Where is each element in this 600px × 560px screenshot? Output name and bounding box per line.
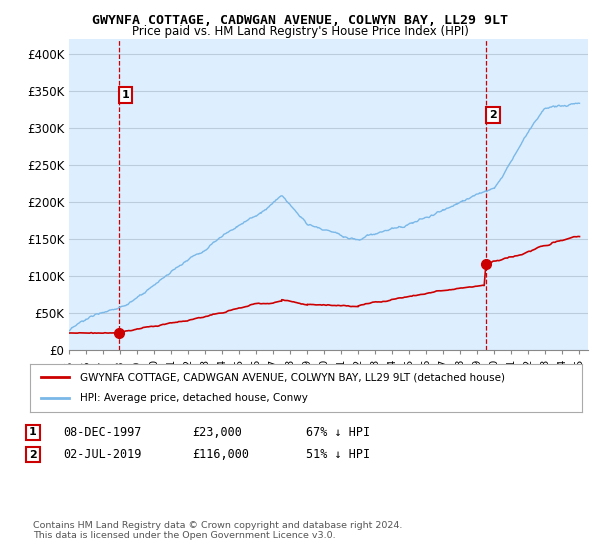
- Text: 2: 2: [29, 450, 37, 460]
- Text: Price paid vs. HM Land Registry's House Price Index (HPI): Price paid vs. HM Land Registry's House …: [131, 25, 469, 38]
- Text: GWYNFA COTTAGE, CADWGAN AVENUE, COLWYN BAY, LL29 9LT (detached house): GWYNFA COTTAGE, CADWGAN AVENUE, COLWYN B…: [80, 372, 505, 382]
- Text: 1: 1: [122, 90, 130, 100]
- Text: 67% ↓ HPI: 67% ↓ HPI: [306, 426, 370, 439]
- Text: 1: 1: [29, 427, 37, 437]
- Text: 2: 2: [489, 110, 497, 120]
- Text: £23,000: £23,000: [192, 426, 242, 439]
- Text: Contains HM Land Registry data © Crown copyright and database right 2024.
This d: Contains HM Land Registry data © Crown c…: [33, 521, 403, 540]
- Text: 02-JUL-2019: 02-JUL-2019: [63, 448, 142, 461]
- Text: HPI: Average price, detached house, Conwy: HPI: Average price, detached house, Conw…: [80, 393, 308, 403]
- Text: 51% ↓ HPI: 51% ↓ HPI: [306, 448, 370, 461]
- Text: GWYNFA COTTAGE, CADWGAN AVENUE, COLWYN BAY, LL29 9LT: GWYNFA COTTAGE, CADWGAN AVENUE, COLWYN B…: [92, 14, 508, 27]
- Text: £116,000: £116,000: [192, 448, 249, 461]
- Text: 08-DEC-1997: 08-DEC-1997: [63, 426, 142, 439]
